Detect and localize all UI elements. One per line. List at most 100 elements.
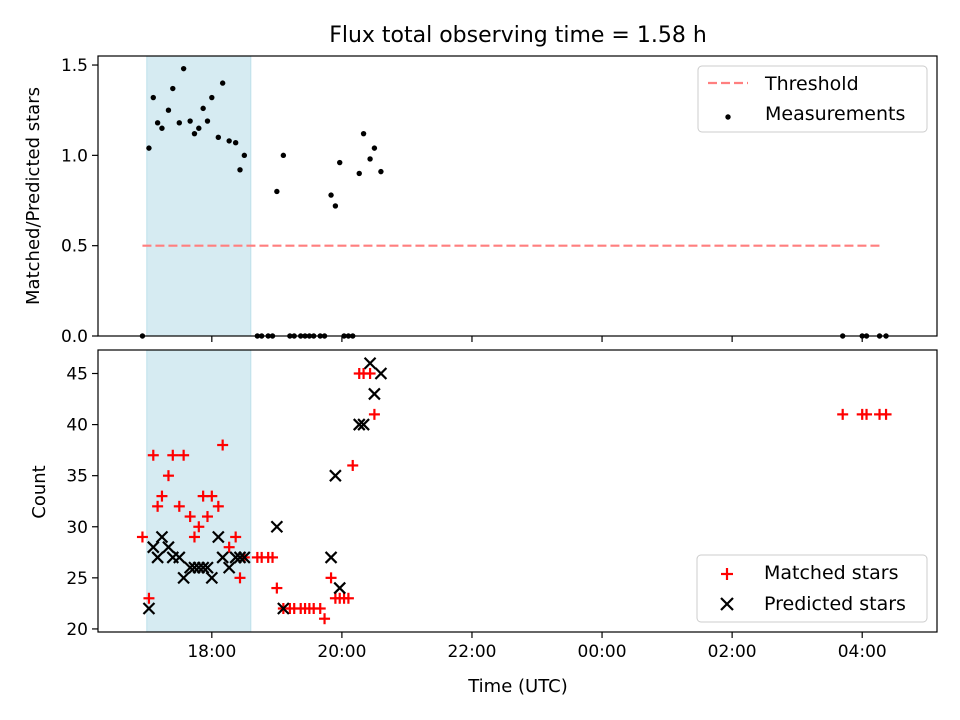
measurement-point: [191, 130, 198, 137]
ratio-x-ticks: [211, 336, 863, 342]
predicted-star-point: [177, 571, 190, 585]
x-tick-label: 02:00: [708, 642, 757, 662]
ratio-panel: 0.0 0.5 1.0 1.5 Matched/Predicted stars Thr…: [23, 55, 938, 347]
matched-star-point: [152, 500, 164, 512]
ratio-y-axis: 0.0 0.5 1.0 1.5: [61, 56, 98, 347]
measurement-point: [170, 85, 176, 92]
matched-star-point: [314, 603, 326, 614]
matched-star-point: [201, 511, 213, 523]
x-tick-label: 04:00: [838, 642, 887, 662]
matched-star-point: [271, 582, 283, 594]
measurement-point: [209, 94, 215, 101]
matched-star-point: [319, 613, 331, 625]
measurement-point: [159, 125, 165, 131]
matched-star-point: [364, 368, 376, 379]
count-x-axis: 18:00 20:00 22:00 00:00 02:00 04:00: [187, 632, 887, 662]
predicted-star-point: [363, 357, 377, 370]
predicted-star-point: [238, 551, 251, 564]
matched-star-point: [193, 521, 205, 533]
measurement-point: [165, 107, 172, 113]
predicted-star-point: [151, 551, 164, 564]
measurement-point: [378, 168, 384, 175]
ratio-legend-box: [697, 65, 928, 133]
measurement-point: [241, 152, 248, 159]
predicted-star-point: [333, 581, 347, 595]
matched-star-point: [178, 449, 190, 461]
predicted-star-point: [222, 561, 236, 574]
matched-star-point: [368, 408, 380, 420]
predicted-star-points: [142, 357, 388, 615]
matched-star-point: [188, 531, 200, 543]
matched-star-point: [223, 541, 235, 553]
matched-star-point: [206, 490, 218, 502]
predicted-star-point: [233, 551, 247, 564]
y-tick-label: 30: [66, 518, 88, 538]
y-tick-label: 1.0: [61, 146, 88, 166]
matched-star-point: [147, 449, 159, 461]
predicted-star-point: [277, 602, 290, 615]
x-tick-label: 00:00: [578, 642, 627, 662]
measurement-point: [232, 140, 239, 146]
y-tick-label: 25: [66, 569, 88, 589]
predicted-star-point: [212, 530, 225, 544]
ratio-legend: Threshold Measurements: [697, 65, 928, 133]
y-tick-label: 35: [66, 467, 88, 487]
predicted-star-point: [216, 551, 229, 564]
matched-star-point: [347, 459, 359, 471]
y-tick-label: 0.0: [61, 327, 88, 347]
x-tick-label: 20:00: [317, 642, 366, 662]
matched-legend-marker: [721, 568, 733, 580]
matched-star-point: [167, 449, 179, 461]
measurement-point: [280, 152, 287, 159]
count-legend: Matched stars Predicted stars: [696, 554, 928, 623]
x-axis-label: Time (UTC): [467, 676, 568, 697]
predicted-star-point: [205, 571, 219, 585]
measurement-point: [226, 138, 232, 144]
y-tick-label: 1.5: [61, 56, 88, 76]
matched-star-points: [136, 368, 892, 625]
matched-star-point: [880, 408, 892, 420]
measurement-point: [328, 192, 334, 198]
matched-star-point: [325, 572, 337, 584]
y-tick-label: 45: [66, 365, 88, 385]
measurement-point: [154, 120, 161, 126]
ratio-panel-frame: [97, 55, 938, 337]
measurement-point: [332, 203, 339, 209]
ratio-y-label: Matched/Predicted stars: [23, 87, 44, 305]
y-tick-label: 0.5: [61, 237, 88, 257]
measurement-point: [176, 120, 182, 126]
predicted-star-point: [147, 540, 160, 554]
predicted-star-point: [329, 469, 342, 482]
predicted-legend-marker: [720, 597, 734, 611]
predicted-star-point: [374, 367, 388, 380]
x-tick-label: 18:00: [187, 642, 236, 662]
measurement-point: [219, 80, 226, 86]
predicted-star-point: [173, 551, 186, 564]
predicted-legend-label: Predicted stars: [764, 593, 906, 615]
measurement-point: [200, 105, 206, 112]
measurement-point: [150, 94, 156, 101]
measurement-point: [274, 188, 280, 195]
count-y-label: Count: [29, 465, 50, 518]
matched-star-point: [173, 500, 185, 512]
matched-star-point: [217, 439, 229, 451]
matched-star-point: [136, 531, 148, 543]
y-tick-label: 20: [66, 620, 88, 640]
threshold-legend-label: Threshold: [764, 73, 859, 95]
predicted-star-point: [196, 561, 210, 574]
matched-star-point: [267, 551, 279, 563]
count-panel-frame: [97, 349, 938, 633]
measurement-point: [196, 125, 202, 131]
predicted-star-point: [368, 387, 381, 401]
figure-title: Flux total observing time = 1.58 h: [329, 23, 707, 48]
matched-legend-label: Matched stars: [764, 562, 898, 584]
predicted-star-point: [352, 418, 366, 431]
measurements-legend-label: Measurements: [765, 103, 905, 125]
measurement-point: [204, 118, 211, 124]
measurement-point: [187, 118, 193, 124]
measurement-points: [139, 65, 889, 339]
matched-star-point: [861, 408, 873, 420]
predicted-star-point: [162, 540, 175, 554]
measurement-point: [215, 134, 222, 140]
